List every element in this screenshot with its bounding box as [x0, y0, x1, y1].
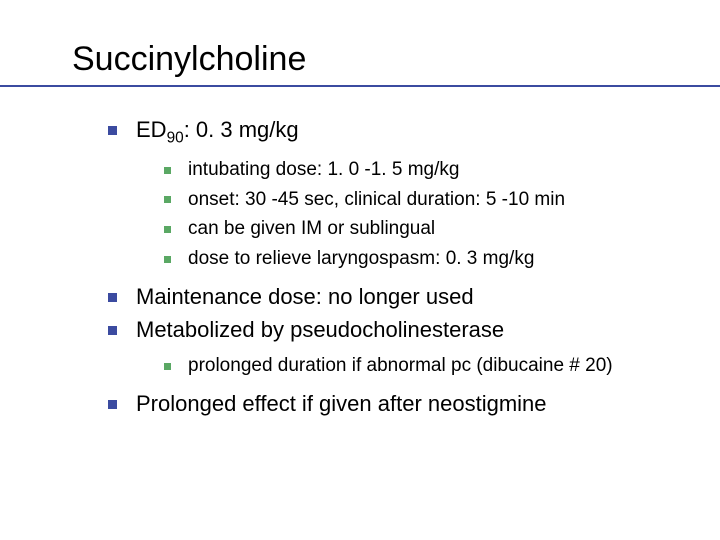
- sub-bullet-text: dose to relieve laryngospasm: 0. 3 mg/kg: [188, 248, 534, 269]
- bullet-text-prefix: ED: [136, 117, 167, 142]
- sub-bullet-item: can be given IM or sublingual: [164, 216, 660, 242]
- bullet-text-sub: 90: [167, 129, 184, 146]
- slide-content: ED90: 0. 3 mg/kg intubating dose: 1. 0 -…: [0, 87, 720, 418]
- sub-bullet-item: dose to relieve laryngospasm: 0. 3 mg/kg: [164, 246, 660, 272]
- sub-bullet-item: intubating dose: 1. 0 -1. 5 mg/kg: [164, 157, 660, 183]
- bullet-text: Prolonged effect if given after neostigm…: [136, 391, 547, 416]
- bullet-text: Metabolized by pseudocholinesterase: [136, 317, 504, 342]
- sub-bullet-item: prolonged duration if abnormal pc (dibuc…: [164, 353, 660, 379]
- bullet-text-suffix: : 0. 3 mg/kg: [184, 117, 299, 142]
- bullet-item: Maintenance dose: no longer used: [108, 282, 660, 312]
- bullet-item: ED90: 0. 3 mg/kg intubating dose: 1. 0 -…: [108, 115, 660, 272]
- sub-bullet-text: intubating dose: 1. 0 -1. 5 mg/kg: [188, 159, 459, 180]
- slide-title: Succinylcholine: [0, 40, 720, 87]
- bullet-item: Prolonged effect if given after neostigm…: [108, 389, 660, 419]
- bullet-text: Maintenance dose: no longer used: [136, 284, 474, 309]
- sub-bullet-text: prolonged duration if abnormal pc (dibuc…: [188, 355, 613, 376]
- bullet-list-level1: ED90: 0. 3 mg/kg intubating dose: 1. 0 -…: [108, 115, 660, 418]
- sub-bullet-text: can be given IM or sublingual: [188, 218, 435, 239]
- bullet-list-level2: prolonged duration if abnormal pc (dibuc…: [136, 353, 660, 379]
- sub-bullet-text: onset: 30 -45 sec, clinical duration: 5 …: [188, 189, 565, 210]
- sub-bullet-item: onset: 30 -45 sec, clinical duration: 5 …: [164, 187, 660, 213]
- bullet-item: Metabolized by pseudocholinesterase prol…: [108, 315, 660, 378]
- bullet-list-level2: intubating dose: 1. 0 -1. 5 mg/kg onset:…: [136, 157, 660, 272]
